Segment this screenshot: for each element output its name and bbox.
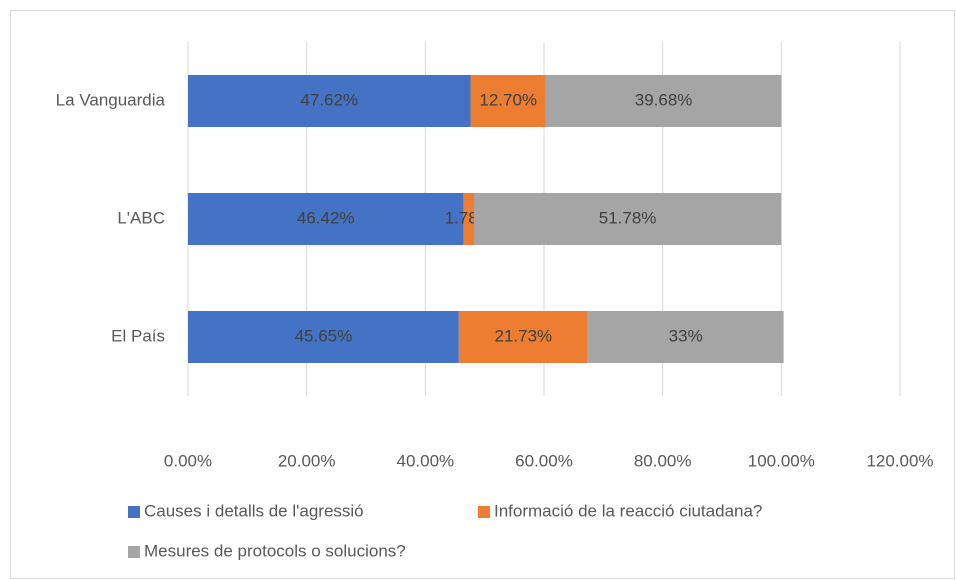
data-label: 45.65%	[295, 326, 353, 345]
legend-swatch	[128, 506, 140, 518]
legend-label: Causes i detalls de l'agressió	[144, 501, 364, 520]
data-label: 33%	[669, 326, 703, 345]
data-label: 46.42%	[297, 208, 355, 227]
bar-segment	[188, 75, 471, 127]
x-tick-label: 40.00%	[396, 451, 454, 470]
bar-segment	[188, 193, 464, 245]
bar-segment	[470, 75, 546, 127]
x-tick-label: 60.00%	[515, 451, 573, 470]
bar-segment	[545, 75, 782, 127]
y-tick-label: La Vanguardia	[56, 90, 166, 109]
y-tick-label: L'ABC	[117, 208, 165, 227]
bar-segment	[463, 193, 474, 245]
data-label: 39.68%	[635, 90, 693, 109]
x-tick-label: 120.00%	[866, 451, 933, 470]
bar-segment	[473, 193, 782, 245]
legend-swatch	[128, 546, 140, 558]
data-label: 51.78%	[599, 208, 657, 227]
y-tick-label: El País	[111, 326, 165, 345]
x-tick-label: 80.00%	[634, 451, 692, 470]
bar-segment	[587, 311, 784, 363]
data-label: 21.73%	[494, 326, 552, 345]
data-label: 12.70%	[479, 90, 537, 109]
legend-label: Mesures de protocols o solucions?	[144, 541, 406, 560]
legend-swatch	[478, 506, 490, 518]
data-label: 47.62%	[300, 90, 358, 109]
legend-label: Informació de la reacció ciutadana?	[494, 501, 762, 520]
bar-segment	[458, 311, 588, 363]
bar-segment	[188, 311, 459, 363]
x-tick-label: 20.00%	[278, 451, 336, 470]
x-tick-label: 100.00%	[748, 451, 815, 470]
x-tick-label: 0.00%	[164, 451, 212, 470]
